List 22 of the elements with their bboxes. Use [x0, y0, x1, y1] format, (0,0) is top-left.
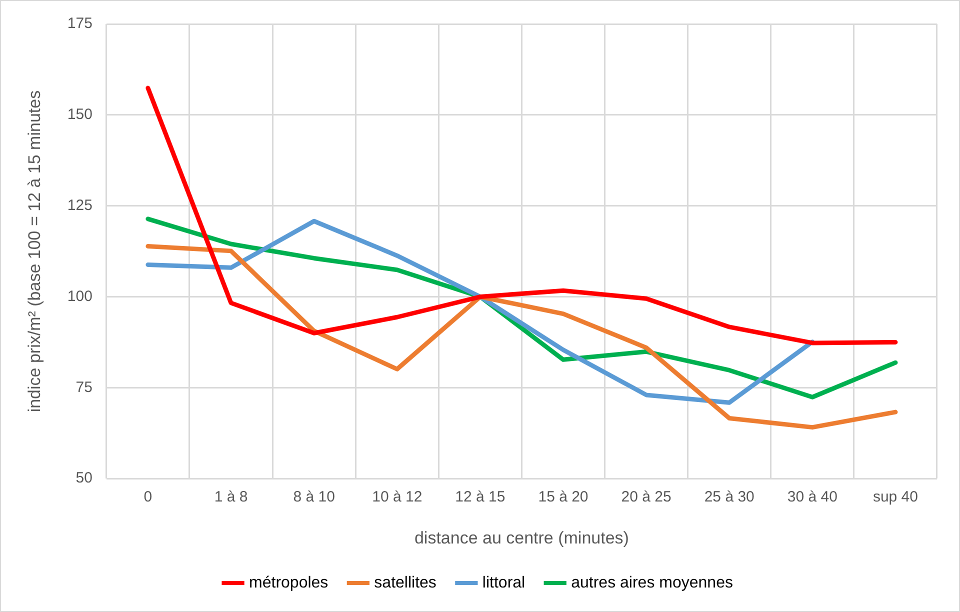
x-tick-label: sup 40 [872, 488, 918, 506]
y-tick-label: 125 [67, 196, 92, 214]
x-tick-label: 12 à 15 [455, 488, 506, 506]
x-tick-label: 10 à 12 [372, 488, 422, 506]
y-tick-label: 150 [67, 106, 92, 124]
legend-label: autres aires moyennes [571, 574, 733, 592]
y-tick-label: 50 [76, 470, 92, 487]
x-tick-label: 8 à 10 [293, 488, 335, 506]
x-tick-label: 15 à 20 [538, 488, 588, 506]
y-axis-title: indice prix/m² (base 100 = 12 à 15 minutes [24, 90, 44, 412]
x-tick-label: 25 à 30 [704, 488, 754, 506]
legend-label: métropoles [249, 574, 328, 592]
legend-label: satellites [374, 574, 436, 592]
x-tick-label: 1 à 8 [214, 488, 248, 506]
y-tick-label: 75 [76, 378, 92, 396]
y-tick-label: 175 [67, 15, 92, 32]
legend-label: littoral [482, 574, 526, 592]
x-tick-label: 20 à 25 [621, 488, 672, 506]
y-tick-label: 100 [67, 288, 92, 305]
x-tick-label: 30 à 40 [787, 488, 838, 506]
x-tick-label: 0 [144, 488, 152, 506]
x-axis-title: distance au centre (minutes) [414, 528, 629, 548]
